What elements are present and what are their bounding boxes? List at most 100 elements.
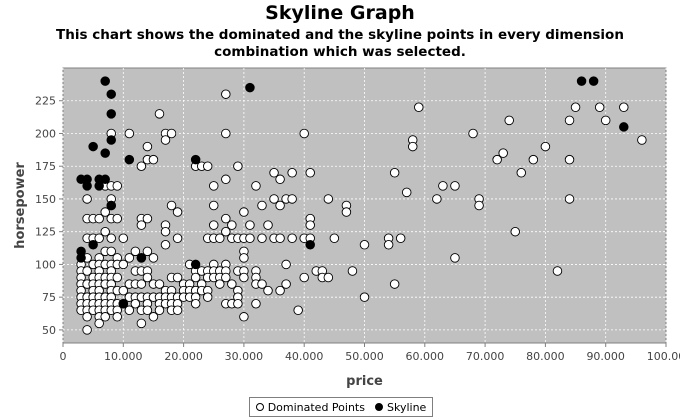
dominated-point — [468, 128, 478, 139]
dominated-point — [233, 298, 243, 309]
dominated-point — [100, 312, 110, 322]
dominated-point — [564, 154, 575, 165]
dominated-point — [287, 233, 297, 243]
dominated-point — [504, 115, 514, 126]
dominated-point — [221, 272, 231, 283]
dominated-point — [239, 253, 249, 263]
skyline-point — [100, 174, 110, 185]
dominated-point — [106, 233, 116, 243]
dominated-point — [154, 279, 165, 289]
dominated-point — [227, 220, 237, 230]
dominated-point — [106, 246, 116, 257]
dominated-point — [94, 318, 104, 329]
dominated-point — [112, 272, 123, 283]
x-axis: 0 10.000 20.000 30.000 40.000 50.000 60.000 70.… — [60, 343, 680, 363]
dominated-point — [395, 233, 406, 243]
dominated-point — [221, 226, 231, 237]
dominated-point — [202, 292, 213, 302]
dominated-point — [245, 220, 255, 230]
dominated-point — [100, 207, 110, 217]
dominated-point — [118, 233, 129, 243]
dominated-point — [142, 272, 153, 283]
legend-item-skyline: Skyline — [374, 400, 427, 414]
dominated-point — [341, 207, 352, 217]
dominated-point — [281, 259, 291, 270]
dominated-point — [227, 279, 237, 289]
dominated-point — [305, 168, 315, 178]
dominated-point — [221, 128, 231, 139]
dominated-point — [251, 298, 261, 309]
y-tick-label: 50 — [42, 324, 56, 337]
dominated-point — [600, 115, 611, 126]
dominated-point — [275, 174, 285, 185]
legend-label-skyline: Skyline — [386, 400, 427, 414]
dominated-point — [323, 272, 334, 283]
dominated-point — [154, 305, 165, 316]
dominated-point — [293, 305, 303, 316]
dominated-point — [148, 312, 159, 322]
dominated-point — [94, 213, 104, 224]
dominated-point — [82, 266, 92, 276]
hollow-circle-icon — [255, 403, 264, 411]
data-points — [76, 76, 647, 335]
dominated-point — [148, 253, 159, 263]
dominated-point — [510, 226, 521, 237]
dominated-point — [118, 285, 129, 296]
dominated-point — [172, 233, 183, 243]
y-tick-label: 100 — [35, 258, 56, 271]
x-tick-label: 60.000 — [406, 350, 445, 363]
dominated-point — [130, 246, 141, 257]
x-tick-label: 40.000 — [285, 350, 324, 363]
dominated-point — [100, 226, 110, 237]
dominated-point — [142, 246, 153, 257]
dominated-point — [172, 272, 183, 283]
y-axis: 50 75 100 125 150 175 200 225 — [35, 95, 63, 337]
dominated-point — [142, 213, 153, 224]
dominated-point — [257, 200, 267, 211]
skyline-point — [245, 82, 255, 93]
dominated-point — [299, 128, 309, 139]
dominated-point — [136, 220, 147, 230]
dominated-point — [438, 181, 448, 191]
dominated-point — [221, 213, 231, 224]
dominated-point — [148, 154, 159, 165]
dominated-point — [160, 226, 171, 237]
dominated-point — [257, 279, 267, 289]
skyline-point — [88, 240, 98, 250]
dominated-point — [124, 253, 135, 263]
dominated-point — [281, 279, 291, 289]
dominated-point — [540, 141, 551, 152]
skyline-point — [100, 76, 110, 86]
chart-title: Skyline Graph — [265, 2, 415, 24]
dominated-point — [432, 194, 442, 204]
dominated-point — [564, 194, 575, 204]
dominated-point — [82, 325, 92, 335]
dominated-point — [450, 181, 460, 191]
skyline-point — [106, 200, 116, 211]
dominated-point — [257, 233, 267, 243]
dominated-point — [263, 285, 273, 296]
dominated-point — [414, 102, 424, 113]
dominated-point — [407, 141, 418, 152]
dominated-point — [564, 115, 575, 126]
dominated-point — [594, 102, 605, 113]
dominated-point — [401, 187, 412, 198]
dominated-point — [389, 279, 400, 289]
x-tick-label: 20.000 — [164, 350, 203, 363]
dominated-point — [130, 298, 141, 309]
dominated-point — [82, 194, 92, 204]
x-axis-label: price — [346, 374, 383, 389]
skyline-point — [106, 135, 116, 145]
dominated-point — [172, 305, 183, 316]
dominated-point — [142, 305, 153, 316]
dominated-point — [552, 266, 563, 276]
dominated-point — [287, 168, 297, 178]
chart-subtitle: This chart shows the dominated and the s… — [56, 27, 624, 60]
dominated-point — [233, 161, 243, 171]
dominated-point — [160, 240, 171, 250]
skyline-point — [136, 253, 147, 263]
dominated-point — [136, 161, 147, 171]
dominated-point — [619, 102, 629, 113]
skyline-point — [305, 240, 315, 250]
